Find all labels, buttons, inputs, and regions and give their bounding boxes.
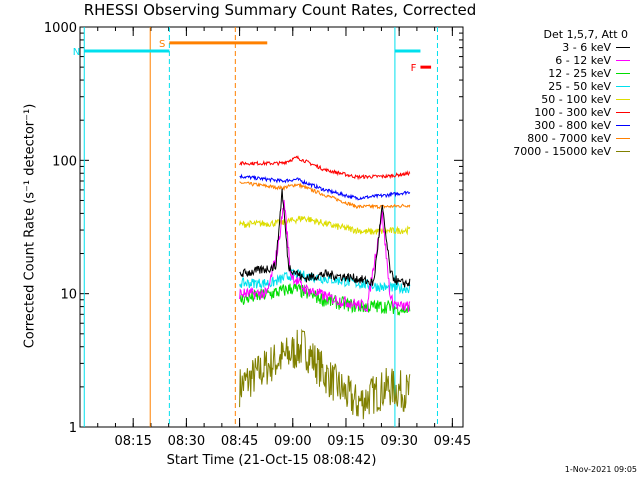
plot-frame <box>79 26 464 428</box>
legend-swatch <box>616 99 630 100</box>
legend-item: 300 - 800 keV <box>470 119 630 132</box>
legend-swatch <box>616 138 630 139</box>
legend-label: 100 - 300 keV <box>534 106 611 119</box>
y-axis-label: Corrected Count Rate (s⁻¹ detector⁻¹) <box>22 103 38 349</box>
x-tick-label: 08:30 <box>168 434 205 449</box>
series-line <box>239 199 411 313</box>
legend-swatch <box>616 112 630 113</box>
legend-label: 50 - 100 keV <box>541 93 611 106</box>
y-tick-label: 100 <box>52 154 77 169</box>
legend-item: 7000 - 15000 keV <box>470 145 630 158</box>
x-tick-label: 09:15 <box>327 434 364 449</box>
legend-label: 25 - 50 keV <box>548 80 611 93</box>
x-tick-label: 09:00 <box>274 434 311 449</box>
legend-label: 12 - 25 keV <box>548 67 611 80</box>
legend-swatch <box>616 60 630 61</box>
legend-item: 12 - 25 keV <box>470 67 630 80</box>
legend-header: Det 1,5,7, Att 0 <box>543 28 628 41</box>
series-line <box>239 215 411 236</box>
y-tick-label: 10 <box>60 288 77 303</box>
legend-label: 300 - 800 keV <box>534 119 611 132</box>
x-tick-label: 09:30 <box>380 434 417 449</box>
series-line <box>239 283 411 317</box>
x-axis-label: Start Time (21-Oct-15 08:08:42) <box>166 453 377 468</box>
flag-label: F <box>411 63 417 74</box>
chart-title: RHESSI Observing Summary Count Rates, Co… <box>83 1 477 19</box>
flag-label: S <box>159 39 165 50</box>
legend-swatch <box>616 47 630 48</box>
series-line <box>239 188 411 288</box>
legend-label: 800 - 7000 keV <box>527 132 611 145</box>
legend-item: 25 - 50 keV <box>470 80 630 93</box>
date-stamp: 1-Nov-2021 09:05 <box>564 465 637 474</box>
series-line <box>239 173 411 201</box>
series-line <box>239 328 411 420</box>
series-line <box>239 155 411 181</box>
x-tick-label: 08:15 <box>114 434 151 449</box>
legend-label: 7000 - 15000 keV <box>513 145 611 158</box>
series-line <box>239 268 411 295</box>
legend-label: 3 - 6 keV <box>562 41 611 54</box>
legend-swatch <box>616 125 630 126</box>
series-line <box>239 181 411 210</box>
legend-swatch <box>616 86 630 87</box>
legend: Det 1,5,7, Att 0 3 - 6 keV 6 - 12 keV 12 -… <box>470 28 630 158</box>
x-tick-label: 09:45 <box>434 434 471 449</box>
legend-label: 6 - 12 keV <box>555 54 611 67</box>
x-tick-label: 08:45 <box>221 434 258 449</box>
y-tick-label: 1000 <box>44 21 77 36</box>
flag-label: N <box>73 47 80 58</box>
legend-item: 800 - 7000 keV <box>470 132 630 145</box>
y-tick-label: 1 <box>69 421 77 436</box>
legend-item: 3 - 6 keV <box>470 41 630 54</box>
legend-item: 6 - 12 keV <box>470 54 630 67</box>
legend-swatch <box>616 151 630 152</box>
legend-swatch <box>616 73 630 74</box>
legend-item: 50 - 100 keV <box>470 93 630 106</box>
legend-item: 100 - 300 keV <box>470 106 630 119</box>
